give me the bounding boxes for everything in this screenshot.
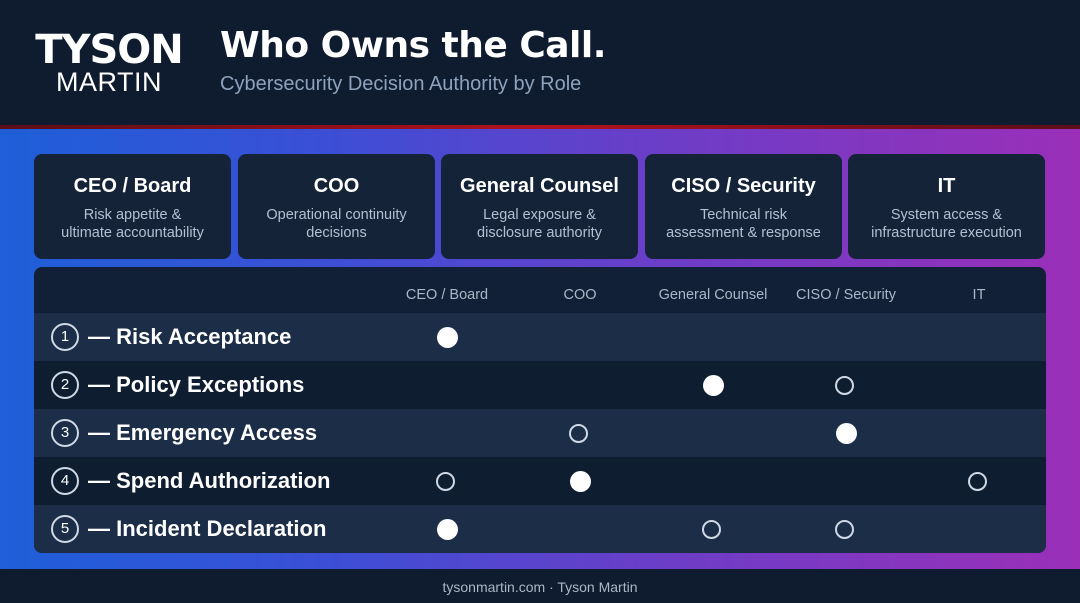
row-number-badge: 2 xyxy=(51,371,79,399)
row-number-badge: 5 xyxy=(51,515,79,543)
role-card-title: General Counsel xyxy=(460,175,619,197)
row-label: — Risk Acceptance xyxy=(88,324,292,349)
role-card-it: IT System access & infrastructure executi… xyxy=(848,154,1045,259)
matrix-row-policy-exceptions: 2 — Policy Exceptions xyxy=(34,361,1046,409)
role-card-desc-line2: infrastructure execution xyxy=(871,225,1022,241)
role-card-general-counsel: General Counsel Legal exposure & disclosu… xyxy=(441,154,638,259)
logo-line1: TYSON xyxy=(35,27,184,73)
owner-dot-coo xyxy=(569,471,591,492)
decision-matrix: CEO / Board COO General Counsel CISO / S… xyxy=(34,267,1046,553)
role-card-desc-line1: Technical risk xyxy=(699,207,788,223)
matrix-row-incident-declaration: 5 — Incident Declaration xyxy=(34,505,1046,553)
owner-dot-ceo-board xyxy=(436,327,458,348)
participant-dot-ceo-board xyxy=(435,472,455,491)
row-number-badge: 1 xyxy=(51,323,79,351)
row-label: — Policy Exceptions xyxy=(88,372,305,397)
matrix-row-emergency-access: 3 — Emergency Access xyxy=(34,409,1046,457)
logo-line2: MARTIN xyxy=(55,67,162,97)
accent-divider xyxy=(0,125,1080,129)
owner-dot-ciso-security xyxy=(835,423,857,444)
column-header-coo: COO xyxy=(563,287,597,303)
matrix-row-spend-authorization: 4 — Spend Authorization xyxy=(34,457,1046,505)
page-title: Who Owns the Call. xyxy=(220,25,606,66)
participant-dot-coo xyxy=(568,424,588,443)
row-number-badge: 4 xyxy=(51,467,79,495)
role-card-desc: System access & infrastructure execution xyxy=(848,206,1045,242)
row-label: — Incident Declaration xyxy=(88,516,327,541)
owner-dot-ceo-board xyxy=(436,519,458,540)
role-card-desc-line2: assessment & response xyxy=(666,225,821,241)
role-card-desc: Technical risk assessment & response xyxy=(645,206,842,242)
row-label: — Spend Authorization xyxy=(88,468,331,493)
role-card-desc-line1: Legal exposure & xyxy=(483,207,596,223)
footer: tysonmartin.com · Tyson Martin xyxy=(0,569,1080,603)
role-card-desc-line2: ultimate accountability xyxy=(61,225,204,241)
participant-dot-general-counsel xyxy=(701,520,721,539)
role-card-desc: Risk appetite & ultimate accountability xyxy=(34,206,231,242)
role-card-desc: Legal exposure & disclosure authority xyxy=(441,206,638,242)
column-header-it: IT xyxy=(972,287,986,303)
participant-dot-ciso-security xyxy=(834,520,854,539)
row-label: — Emergency Access xyxy=(88,420,318,445)
role-cards: CEO / Board Risk appetite & ultimate acco… xyxy=(34,154,1046,259)
role-card-title: CISO / Security xyxy=(671,175,816,197)
role-card-ceo: CEO / Board Risk appetite & ultimate acco… xyxy=(34,154,231,259)
logo: TYSON MARTIN xyxy=(34,30,184,96)
row-number-badge: 3 xyxy=(51,419,79,447)
role-card-title: COO xyxy=(313,175,360,197)
column-header-ceo: CEO / Board xyxy=(405,287,489,303)
role-card-desc-line1: System access & xyxy=(890,207,1003,223)
header: TYSON MARTIN Who Owns the Call. Cybersec… xyxy=(0,0,1080,128)
role-card-desc: Operational continuity decisions xyxy=(238,206,435,242)
column-header-general-counsel: General Counsel xyxy=(658,287,768,303)
column-header-ciso: CISO / Security xyxy=(796,287,896,303)
role-card-desc-line2: decisions xyxy=(306,225,367,241)
matrix-row-risk-acceptance: 1 — Risk Acceptance xyxy=(34,313,1046,361)
role-card-ciso: CISO / Security Technical risk assessment… xyxy=(645,154,842,259)
role-card-coo: COO Operational continuity decisions xyxy=(238,154,435,259)
participant-dot-ciso-security xyxy=(834,376,854,395)
role-card-desc-line2: disclosure authority xyxy=(477,225,602,241)
role-card-title: IT xyxy=(937,175,956,197)
role-card-desc-line1: Risk appetite & xyxy=(83,207,182,223)
role-card-title: CEO / Board xyxy=(73,175,192,197)
participant-dot-it xyxy=(967,472,987,491)
owner-dot-general-counsel xyxy=(702,375,724,396)
role-card-desc-line1: Operational continuity xyxy=(266,207,407,223)
page-subtitle: Cybersecurity Decision Authority by Role xyxy=(220,73,582,95)
